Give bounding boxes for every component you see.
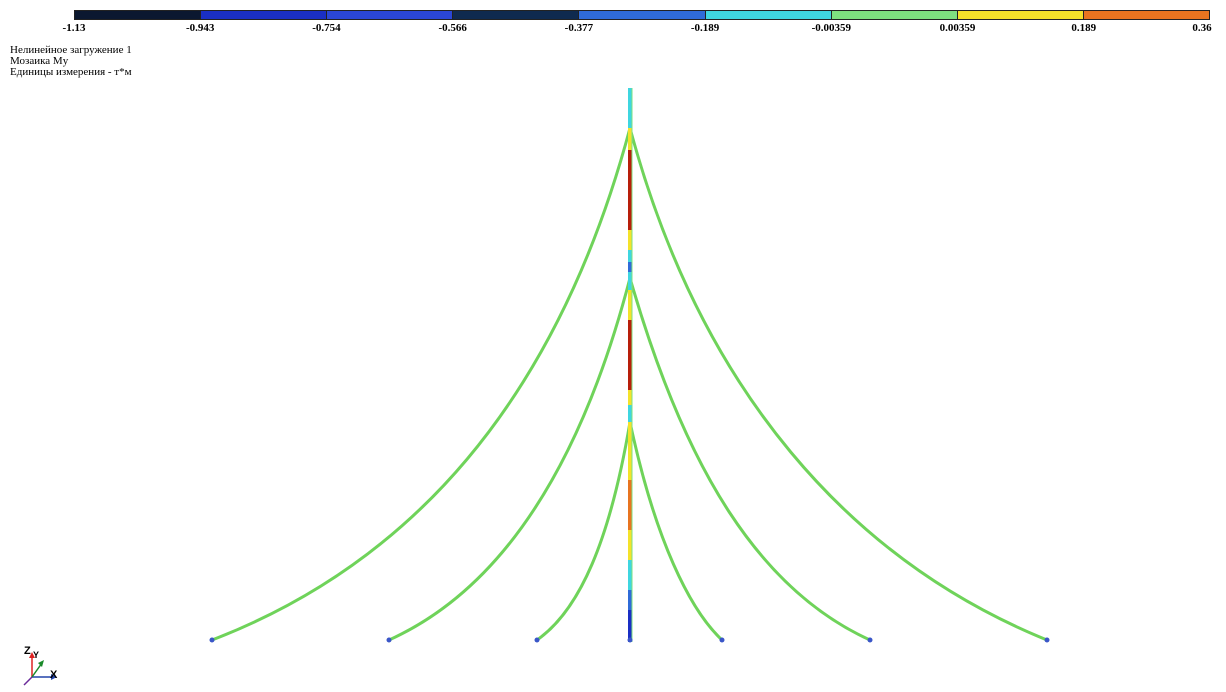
axis-x-label: X [50,669,58,681]
color-scale-tick-label: 0.189 [1071,22,1097,34]
color-scale-segment [579,11,706,19]
color-scale-tick-label: 0.00359 [939,22,976,34]
cable-member [628,420,724,642]
axis-y-label: Y [33,650,40,660]
cable-member [387,276,632,642]
color-scale-segment [75,11,202,19]
color-scale-tick-label: -0.566 [438,22,467,34]
support-node [719,637,725,643]
support-node [1044,637,1050,643]
support-node [867,637,873,643]
cables-group [210,126,1049,642]
color-scale-segment [957,11,1084,19]
color-scale-tick-label: -0.754 [312,22,341,34]
cable-member [628,276,872,642]
color-scale-segment [1083,11,1209,19]
color-scale-ticks: -1.13 -0.943 -0.754 -0.566 -0.377 -0.189 -0.00… [0,22,1226,36]
color-scale-segment [201,11,328,19]
axis-triad-icon [23,652,57,686]
color-scale-segment [453,11,580,19]
cable-member [628,126,1049,642]
mosaic-label: Мозаика My [10,55,69,67]
cable-member [535,420,632,642]
support-nodes-group [209,637,1050,643]
axis-triad: Z Y X [18,645,62,687]
color-scale-bar [74,10,1210,20]
units-label: Единицы измерения - т*м [10,66,132,78]
color-scale-tick-label: -1.13 [62,22,86,34]
support-node [386,637,392,643]
support-node [627,637,633,643]
color-scale-tick-label: -0.943 [186,22,215,34]
color-scale-segment [705,11,832,19]
color-scale-tick-label: -0.00359 [811,22,852,34]
color-scale-tick-label: -0.189 [690,22,720,34]
color-scale-segment [831,11,958,19]
cable-member [210,126,632,642]
color-scale-segment [327,11,454,19]
mast-group [628,88,633,642]
axis-z-label: Z [24,645,31,657]
load-case-info: Нелинейное загружение 1 Мозаика My Едини… [10,45,132,78]
color-scale-tick-label: 0.36 [1192,22,1212,34]
support-node [534,637,540,643]
load-case-title: Нелинейное загружение 1 [10,44,132,56]
support-node [209,637,215,643]
color-scale-tick-label: -0.377 [564,22,594,34]
